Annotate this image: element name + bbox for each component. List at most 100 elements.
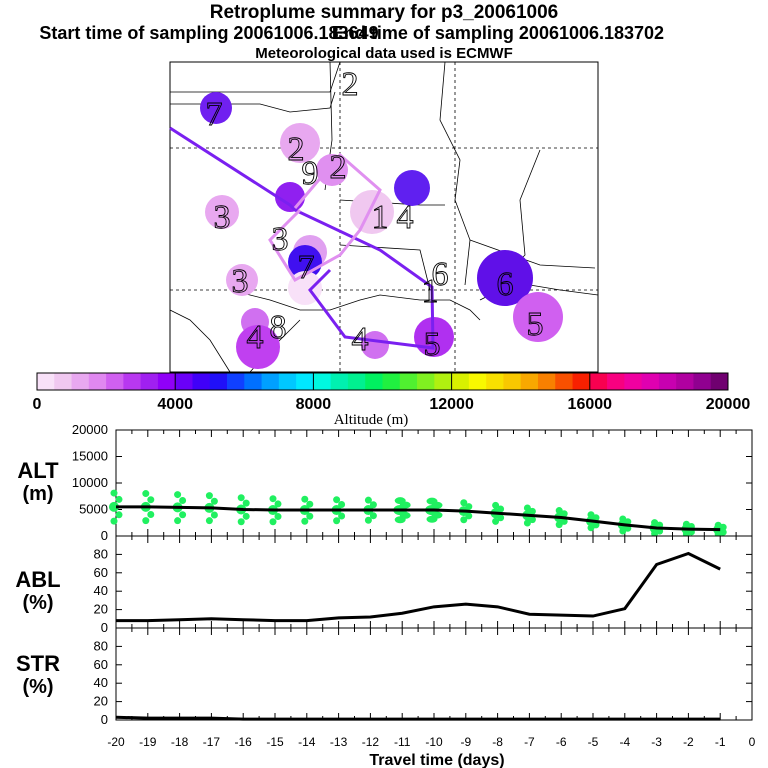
altitude-spread-point [465,503,473,511]
cluster-label: 5 [424,326,441,363]
colorbar-swatch [486,373,504,390]
cluster-circle [361,331,389,359]
altitude-spread-point [492,501,500,509]
colorbar-swatch [347,373,366,390]
cluster-label: 9 [302,155,319,192]
altitude-spread-point [651,519,659,527]
panel-frame [115,627,753,721]
cluster-label: 8 [270,309,287,346]
x-tick-label: -13 [330,735,348,749]
cluster-label: 3 [272,221,289,258]
series-line [116,505,721,532]
str-panel: 80 60 40 20 0 [94,627,753,727]
cluster-label: 7 [298,249,315,286]
y-tick-label: 60 [94,657,108,672]
x-tick-label: -18 [171,735,189,749]
colorbar-tick-label: 16000 [568,396,613,413]
altitude-spread-point [301,517,309,525]
colorbar-tick-label: 8000 [296,396,332,413]
altitude-spread-point [523,519,531,527]
y-tick-label: 5000 [79,502,108,517]
colorbar-swatch [434,373,452,390]
colorbar-swatch [710,373,729,390]
chart-title: Retroplume summary for p3_20061006 [209,2,559,23]
altitude-spread-point [714,521,722,529]
altitude-spread-point [460,499,468,507]
x-tick-label: -7 [524,735,535,749]
colorbar-swatch [313,373,332,390]
cluster-label: 6 [432,256,449,293]
altitude-spread-point [210,497,218,505]
x-tick-label: -3 [651,735,662,749]
altitude-spread-point [301,495,309,503]
trajectory-dark [169,126,435,350]
colorbar-swatch [106,373,124,390]
y-tick-label: 20000 [72,422,108,437]
altitude-spread-point [115,511,123,519]
x-tick-label: 0 [749,735,756,749]
cluster-label: 2 [342,66,359,103]
colorbar-swatch [589,373,608,390]
x-tick-label: -6 [556,735,567,749]
altitude-spread-point [274,513,282,521]
altitude-spread-point [210,511,218,519]
y-tick-label: 40 [94,583,108,598]
altitude-spread-point [460,516,468,524]
alt-panel: 20000 15000 10000 5000 0 [72,422,753,543]
colorbar-swatch [330,373,349,390]
altitude-spread-point [269,518,277,526]
series-line [116,551,721,623]
cluster-label: 6 [497,266,514,303]
altitude-spread-point [142,490,150,498]
altitude-spread-point [205,492,213,500]
colorbar-swatch [641,373,660,390]
colorbar-swatch [54,373,72,390]
altitude-spread-point [364,516,372,524]
x-tick-label: -10 [425,735,443,749]
colorbar-swatch [71,373,90,390]
colorbar-swatch [417,373,435,390]
colorbar-swatch [278,373,297,390]
colorbar-swatch [520,373,539,390]
cluster-label: 4 [397,199,414,236]
trajectory-paths [169,126,435,350]
trajectory-light [268,152,382,283]
colorbar-swatch [537,373,556,390]
x-tick-label: -5 [588,735,599,749]
altitude-spread-point [205,517,213,525]
colorbar-swatch [192,373,211,390]
altitude-spread-point [242,512,250,520]
altitude-spread-point [555,507,563,515]
x-tick-label: -12 [362,735,380,749]
colorbar-swatch [140,373,159,390]
altitude-spread-point [497,505,505,513]
abl-panel: 80 60 40 20 0 [94,535,753,635]
colorbar-swatch [227,373,245,390]
cluster-label: 1 [372,199,389,236]
y-tick-label: 80 [94,546,108,561]
altitude-spread-point [619,515,627,523]
x-tick-label: -8 [492,735,503,749]
colorbar-tick-label: 12000 [429,396,474,413]
altitude-spread-point [555,521,563,529]
x-tick-label: -19 [139,735,157,749]
altitude-spread-point [269,495,277,503]
colorbar-swatch [157,373,176,390]
x-tick-label: -1 [715,735,726,749]
x-tick-label: -11 [394,735,411,749]
y-tick-label: 15000 [72,449,108,464]
str-label: STR [16,651,60,676]
colorbar-swatch [209,373,228,390]
colorbar-swatch [468,373,487,390]
cluster-label: 1 [422,273,439,310]
altitude-spread-point [174,517,182,525]
colorbar-swatch [296,373,314,390]
altitude-spread-point [426,497,438,505]
colorbar-swatch [693,373,712,390]
colorbar-title: Altitude (m) [334,412,409,428]
x-tick-label: -16 [235,735,253,749]
cluster-label: 5 [527,306,544,343]
colorbar-swatch [382,373,401,390]
